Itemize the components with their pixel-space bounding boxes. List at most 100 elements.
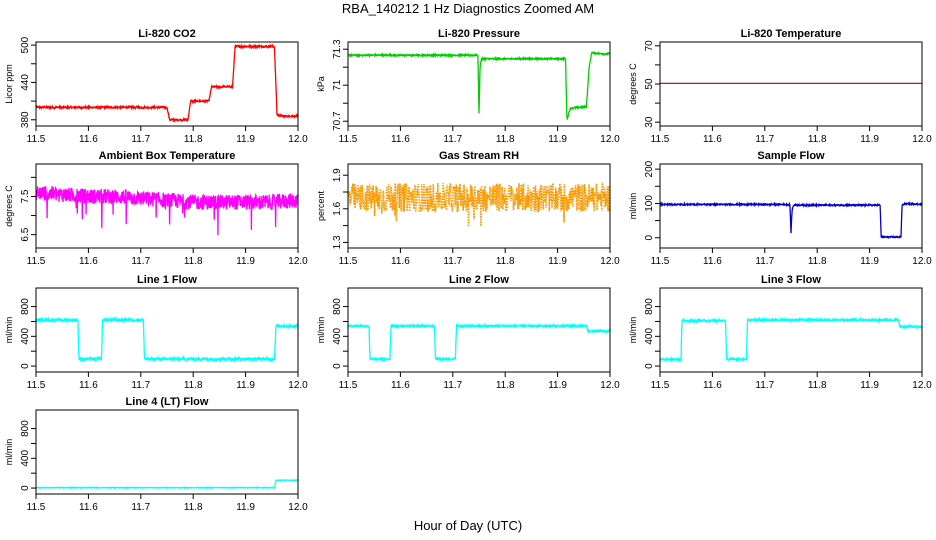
y-tick-label: 1.6 <box>332 201 343 215</box>
y-axis-label: kPa <box>316 76 326 92</box>
x-tick-label: 11.7 <box>131 134 150 145</box>
x-tick-label: 11.5 <box>27 380 46 391</box>
plot-frame <box>347 287 611 373</box>
plot-frame <box>35 287 299 373</box>
panel-line3: Line 3 Flow 11.5 11.6 11.7 11.8 11.9 12.0 0 400 8… <box>628 274 932 391</box>
y-tick-label: 800 <box>20 298 31 315</box>
x-tick-label: 12.0 <box>912 134 932 145</box>
x-tick-label: 11.8 <box>184 256 203 267</box>
x-tick-label: 12.0 <box>288 134 308 145</box>
x-tick-label: 11.9 <box>236 256 255 267</box>
x-tick-label: 11.6 <box>703 134 722 145</box>
y-axis-label: ml/min <box>628 193 638 220</box>
x-tick-label: 12.0 <box>288 502 308 513</box>
y-tick-label: 70.7 <box>332 111 343 131</box>
x-tick-label: 11.7 <box>755 380 774 391</box>
x-tick-label: 11.8 <box>184 134 203 145</box>
x-tick-label: 11.9 <box>548 380 567 391</box>
x-tick-label: 11.9 <box>236 502 255 513</box>
x-tick-label: 11.6 <box>79 502 98 513</box>
y-tick-label: 400 <box>20 450 31 467</box>
y-tick-label: 800 <box>332 298 343 315</box>
y-tick-label: 1.9 <box>332 168 343 182</box>
x-tick-label: 12.0 <box>288 380 308 391</box>
panel-rh: Gas Stream RH 11.5 11.6 11.7 11.8 11.9 12.0 1.3… <box>316 150 620 267</box>
x-tick-label: 11.8 <box>184 502 203 513</box>
x-tick-label: 11.9 <box>236 134 255 145</box>
x-tick-label: 11.7 <box>443 380 462 391</box>
x-tick-label: 11.6 <box>391 380 410 391</box>
y-tick-label: 0 <box>20 485 31 491</box>
y-axis-label: percent <box>316 190 326 221</box>
panel-sample: Sample Flow 11.5 11.6 11.7 11.8 11.9 12.0 0 100 2… <box>628 150 932 267</box>
plot-frame <box>35 409 299 495</box>
y-axis-label: ml/min <box>628 317 638 344</box>
x-tick-label: 11.6 <box>79 256 98 267</box>
x-tick-label: 11.9 <box>548 134 567 145</box>
panel-title: Sample Flow <box>757 150 825 162</box>
x-tick-label: 11.5 <box>651 256 670 267</box>
figure-title: RBA_140212 1 Hz Diagnostics Zoomed AM <box>341 1 595 16</box>
plot-frame <box>659 287 923 373</box>
y-tick-label: 7.5 <box>20 189 31 203</box>
y-tick-label: 0 <box>20 363 31 369</box>
y-tick-label: 800 <box>644 298 655 315</box>
x-tick-label: 11.8 <box>184 380 203 391</box>
plot-frame <box>35 163 299 249</box>
x-tick-label: 11.5 <box>339 134 358 145</box>
panel-ambient: Ambient Box Temperature 11.5 11.6 11.7 11.8 1… <box>4 150 308 267</box>
x-tick-label: 11.9 <box>236 380 255 391</box>
series-line <box>660 316 922 363</box>
y-tick-label: 800 <box>20 420 31 437</box>
series-line <box>348 322 610 363</box>
y-axis-label: ml/min <box>4 439 14 466</box>
panel-line1: Line 1 Flow 11.5 11.6 11.7 11.8 11.9 12.0 0 400 8… <box>4 274 308 391</box>
plot-frame <box>35 41 299 127</box>
panel-co2: Li-820 CO2 11.5 11.6 11.7 11.8 11.9 12.0 380 440… <box>4 28 308 145</box>
panel-temp: Li-820 Temperature 11.5 11.6 11.7 11.8 11.9 12… <box>628 28 932 145</box>
x-tick-label: 11.8 <box>808 134 827 145</box>
x-tick-label: 11.5 <box>27 502 46 513</box>
panel-title: Line 3 Flow <box>761 274 821 286</box>
x-tick-label: 11.7 <box>755 134 774 145</box>
x-tick-label: 11.6 <box>391 134 410 145</box>
y-axis-label: degrees C <box>4 185 14 227</box>
x-tick-label: 11.6 <box>79 380 98 391</box>
y-tick-label: 380 <box>20 111 31 128</box>
plot-frame <box>659 163 923 249</box>
x-tick-label: 11.8 <box>808 256 827 267</box>
y-tick-label: 400 <box>644 328 655 345</box>
plot-frame <box>347 41 611 127</box>
series-line <box>660 200 922 240</box>
x-tick-label: 12.0 <box>288 256 308 267</box>
panel-title: Li-820 Temperature <box>741 28 842 40</box>
series-line <box>348 181 610 227</box>
x-tick-label: 11.9 <box>548 256 567 267</box>
x-tick-label: 11.6 <box>79 134 98 145</box>
panel-title: Line 1 Flow <box>137 274 197 286</box>
y-tick-label: 71 <box>332 79 343 91</box>
y-tick-label: 0 <box>644 234 655 240</box>
series-line <box>36 478 298 490</box>
y-tick-label: 71.3 <box>332 39 343 59</box>
x-tick-label: 11.5 <box>651 134 670 145</box>
x-tick-label: 11.9 <box>860 134 879 145</box>
y-tick-label: 70 <box>644 40 655 52</box>
panel-title: Line 4 (LT) Flow <box>126 396 209 408</box>
x-tick-label: 11.8 <box>808 380 827 391</box>
plot-frame <box>347 163 611 249</box>
panel-line2: Line 2 Flow 11.5 11.6 11.7 11.8 11.9 12.0 0 400 8… <box>316 274 620 391</box>
x-tick-label: 11.7 <box>443 134 462 145</box>
x-tick-label: 11.8 <box>496 380 515 391</box>
series-line <box>36 316 298 363</box>
x-tick-label: 11.8 <box>496 134 515 145</box>
y-axis-label: ml/min <box>4 317 14 344</box>
x-tick-label: 11.6 <box>391 256 410 267</box>
figure-x-axis-label: Hour of Day (UTC) <box>413 518 523 533</box>
y-tick-label: 0 <box>644 363 655 369</box>
y-tick-label: 440 <box>20 74 31 91</box>
panel-title: Ambient Box Temperature <box>99 150 236 162</box>
x-tick-label: 11.7 <box>131 502 150 513</box>
x-tick-label: 11.5 <box>651 380 670 391</box>
